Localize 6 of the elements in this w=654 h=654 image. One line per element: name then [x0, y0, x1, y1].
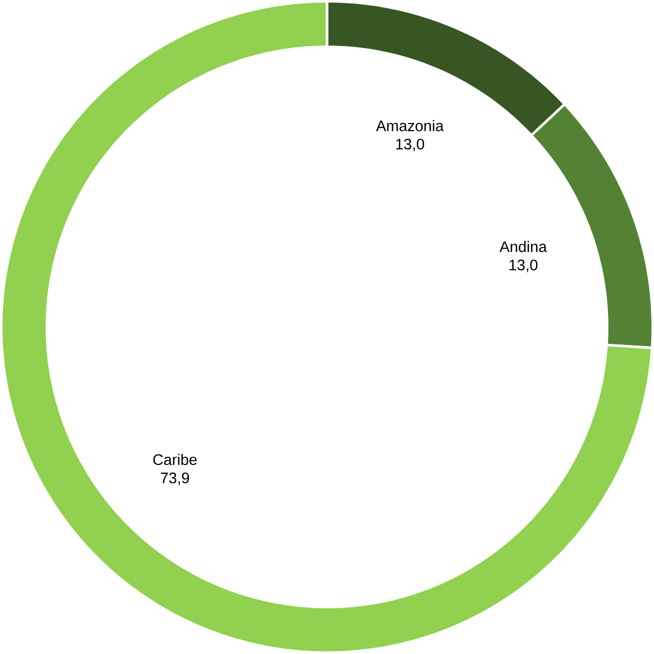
data-label: 73,9	[160, 472, 190, 486]
slice-label: Amazonia	[376, 120, 444, 132]
data-label: 13,0	[396, 138, 424, 152]
slice-label: Andina	[500, 240, 547, 252]
slice-label: Caribe	[153, 454, 197, 466]
data-label: 13,0	[510, 260, 538, 272]
